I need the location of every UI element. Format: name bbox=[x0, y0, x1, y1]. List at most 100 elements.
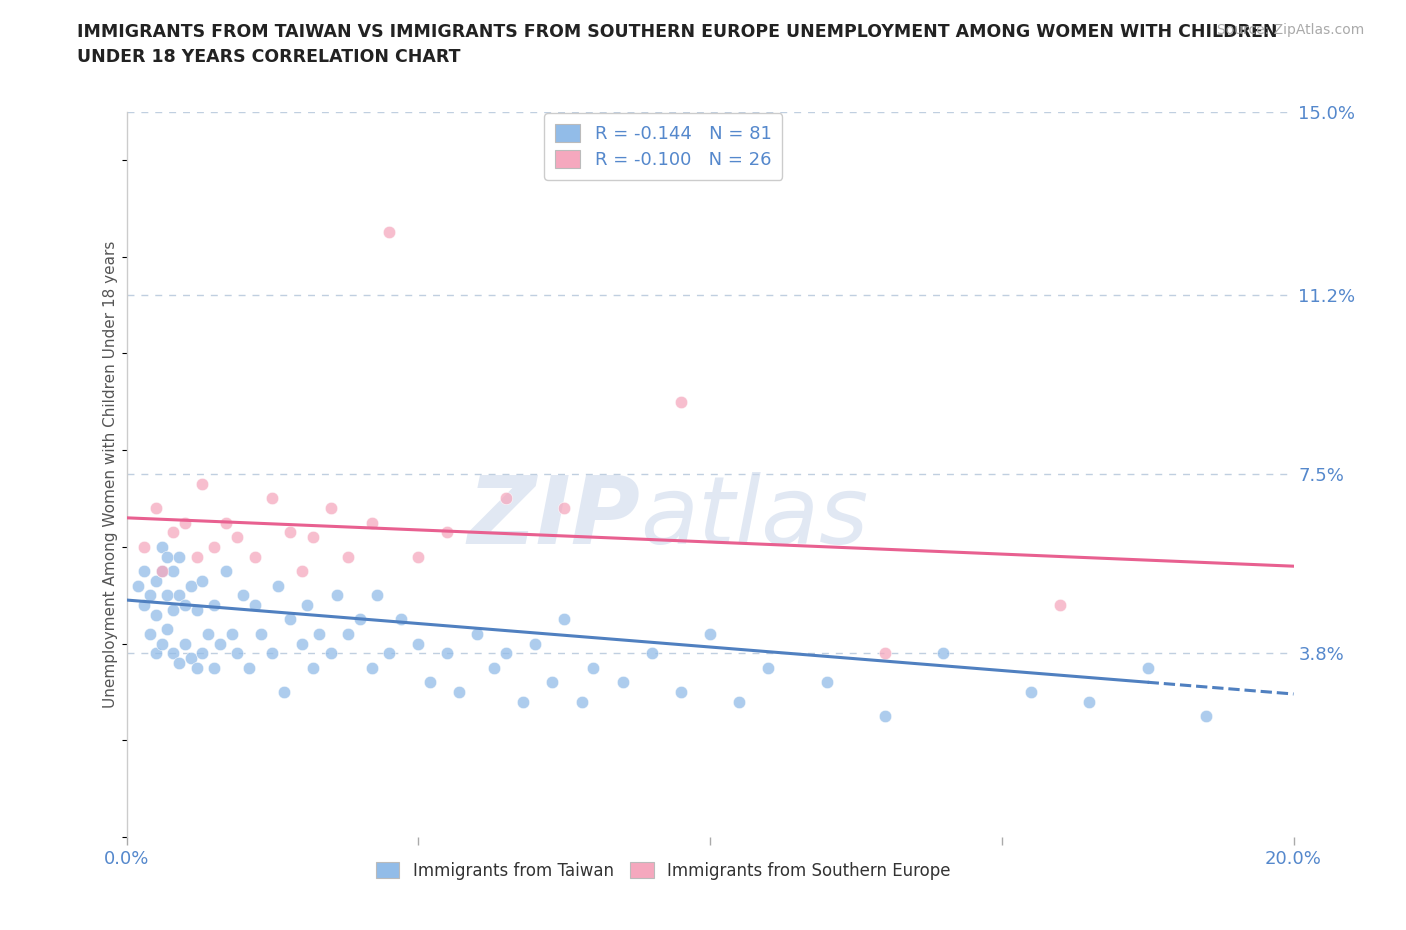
Point bbox=[202, 539, 225, 554]
Point bbox=[162, 564, 184, 578]
Point bbox=[436, 645, 458, 660]
Legend: Immigrants from Taiwan, Immigrants from Southern Europe: Immigrants from Taiwan, Immigrants from … bbox=[370, 856, 957, 886]
Point bbox=[541, 675, 564, 690]
Point bbox=[1078, 694, 1101, 709]
Point bbox=[132, 564, 155, 578]
Point bbox=[495, 491, 517, 506]
Point bbox=[156, 588, 179, 603]
Point bbox=[215, 515, 238, 530]
Point bbox=[524, 636, 547, 651]
Point bbox=[278, 525, 301, 539]
Point bbox=[132, 539, 155, 554]
Point bbox=[186, 660, 208, 675]
Point bbox=[465, 627, 488, 642]
Point bbox=[512, 694, 534, 709]
Point bbox=[571, 694, 593, 709]
Point bbox=[174, 597, 197, 612]
Point bbox=[174, 636, 197, 651]
Point bbox=[249, 627, 271, 642]
Point bbox=[290, 636, 312, 651]
Point bbox=[139, 627, 162, 642]
Point bbox=[612, 675, 634, 690]
Point bbox=[150, 564, 173, 578]
Point bbox=[408, 549, 430, 564]
Point bbox=[167, 656, 190, 671]
Point bbox=[582, 660, 605, 675]
Point bbox=[756, 660, 779, 675]
Point bbox=[226, 645, 249, 660]
Point bbox=[262, 645, 284, 660]
Point bbox=[815, 675, 838, 690]
Point bbox=[699, 627, 721, 642]
Point bbox=[162, 645, 184, 660]
Text: UNDER 18 YEARS CORRELATION CHART: UNDER 18 YEARS CORRELATION CHART bbox=[77, 48, 461, 66]
Point bbox=[436, 525, 458, 539]
Point bbox=[191, 573, 214, 588]
Point bbox=[150, 636, 173, 651]
Point bbox=[408, 636, 430, 651]
Point bbox=[553, 500, 575, 515]
Point bbox=[226, 530, 249, 545]
Point bbox=[186, 549, 208, 564]
Point bbox=[167, 549, 190, 564]
Point bbox=[337, 627, 360, 642]
Point bbox=[297, 597, 319, 612]
Point bbox=[319, 500, 342, 515]
Point bbox=[875, 709, 897, 724]
Point bbox=[640, 645, 664, 660]
Text: atlas: atlas bbox=[640, 472, 869, 564]
Point bbox=[162, 603, 184, 618]
Point bbox=[360, 660, 382, 675]
Point bbox=[145, 573, 167, 588]
Point bbox=[243, 549, 266, 564]
Point bbox=[180, 578, 202, 593]
Point bbox=[167, 588, 190, 603]
Point bbox=[553, 612, 575, 627]
Point bbox=[186, 603, 208, 618]
Point bbox=[378, 225, 401, 240]
Point bbox=[191, 645, 214, 660]
Point bbox=[337, 549, 360, 564]
Point bbox=[273, 684, 295, 699]
Point bbox=[145, 607, 167, 622]
Point bbox=[1049, 597, 1071, 612]
Point bbox=[174, 515, 197, 530]
Point bbox=[150, 564, 173, 578]
Point bbox=[145, 645, 167, 660]
Point bbox=[1195, 709, 1218, 724]
Point bbox=[349, 612, 371, 627]
Point bbox=[145, 500, 167, 515]
Point bbox=[319, 645, 342, 660]
Point bbox=[308, 627, 330, 642]
Point bbox=[243, 597, 266, 612]
Text: IMMIGRANTS FROM TAIWAN VS IMMIGRANTS FROM SOUTHERN EUROPE UNEMPLOYMENT AMONG WOM: IMMIGRANTS FROM TAIWAN VS IMMIGRANTS FRO… bbox=[77, 23, 1278, 41]
Point bbox=[238, 660, 260, 675]
Point bbox=[378, 645, 401, 660]
Point bbox=[197, 627, 219, 642]
Point bbox=[669, 394, 692, 409]
Point bbox=[278, 612, 301, 627]
Point bbox=[366, 588, 388, 603]
Point bbox=[389, 612, 412, 627]
Point bbox=[156, 621, 179, 636]
Point bbox=[302, 530, 325, 545]
Point bbox=[325, 588, 347, 603]
Point bbox=[267, 578, 290, 593]
Point bbox=[1019, 684, 1042, 699]
Text: Source: ZipAtlas.com: Source: ZipAtlas.com bbox=[1216, 23, 1364, 37]
Point bbox=[232, 588, 254, 603]
Point bbox=[449, 684, 471, 699]
Point bbox=[202, 660, 225, 675]
Point bbox=[1136, 660, 1159, 675]
Point bbox=[139, 588, 162, 603]
Point bbox=[202, 597, 225, 612]
Point bbox=[302, 660, 325, 675]
Point bbox=[215, 564, 238, 578]
Point bbox=[162, 525, 184, 539]
Text: ZIP: ZIP bbox=[467, 472, 640, 564]
Point bbox=[156, 549, 179, 564]
Y-axis label: Unemployment Among Women with Children Under 18 years: Unemployment Among Women with Children U… bbox=[103, 241, 118, 708]
Point bbox=[150, 539, 173, 554]
Point bbox=[669, 684, 692, 699]
Point bbox=[482, 660, 505, 675]
